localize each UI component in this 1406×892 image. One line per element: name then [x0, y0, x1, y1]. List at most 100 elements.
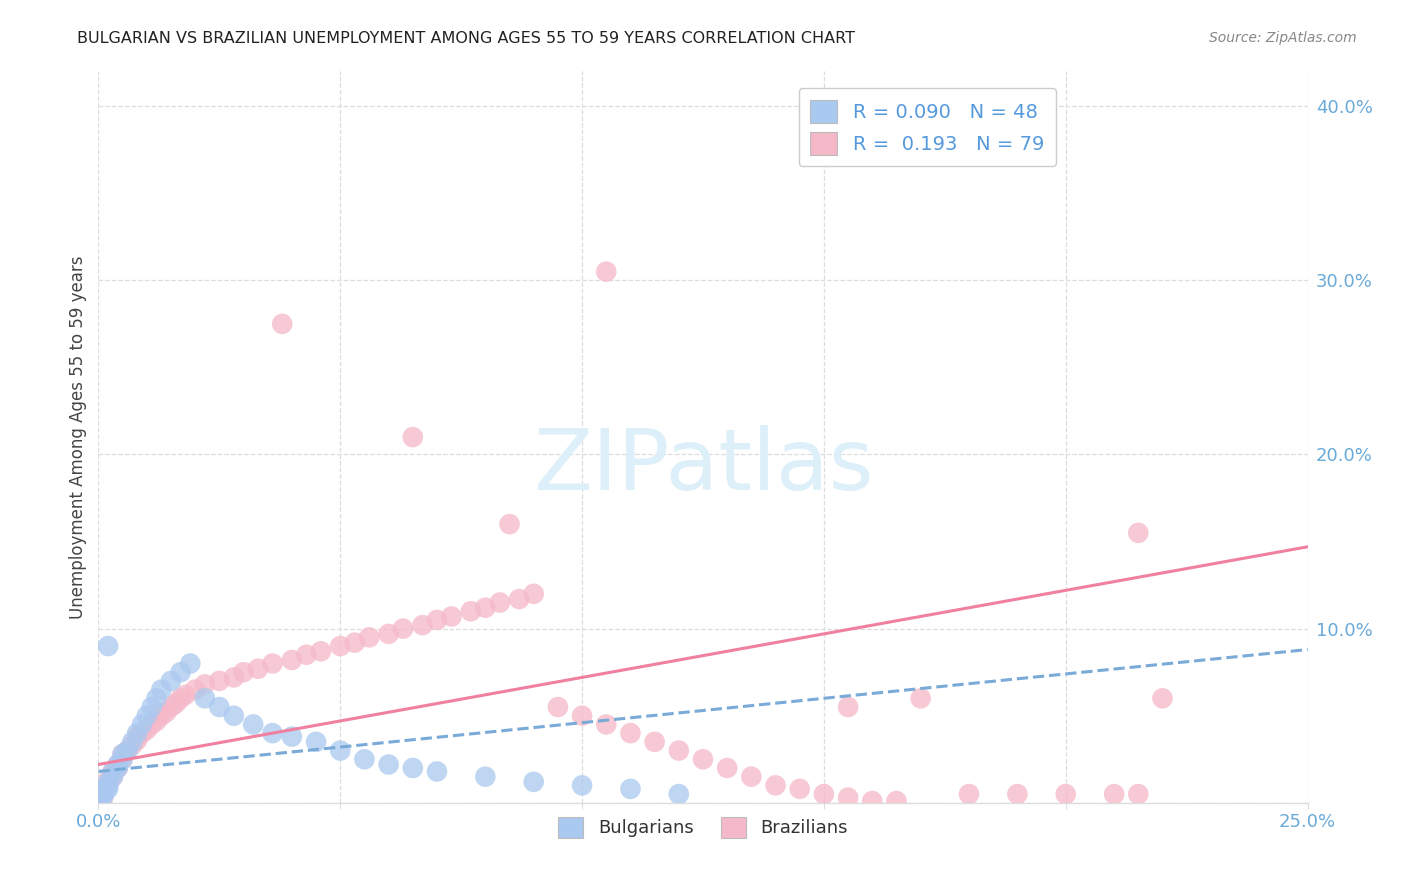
Point — [426, 613, 449, 627]
Point — [107, 757, 129, 772]
Point — [837, 790, 859, 805]
Point — [329, 743, 352, 757]
Point — [295, 648, 318, 662]
Text: BULGARIAN VS BRAZILIAN UNEMPLOYMENT AMONG AGES 55 TO 59 YEARS CORRELATION CHART: BULGARIAN VS BRAZILIAN UNEMPLOYMENT AMON… — [77, 31, 855, 46]
Point — [87, 796, 110, 810]
Point — [135, 723, 157, 737]
Point — [523, 775, 546, 789]
Point — [87, 796, 110, 810]
Point — [141, 717, 163, 731]
Point — [107, 761, 129, 775]
Point — [87, 790, 110, 805]
Point — [91, 783, 114, 797]
Point — [426, 764, 449, 779]
Point — [117, 743, 139, 757]
Point — [242, 717, 264, 731]
Point — [145, 714, 167, 728]
Point — [165, 697, 187, 711]
Point — [194, 691, 217, 706]
Point — [402, 430, 425, 444]
Point — [87, 794, 110, 808]
Point — [141, 700, 163, 714]
Point — [101, 764, 124, 779]
Point — [740, 770, 762, 784]
Point — [309, 644, 332, 658]
Point — [179, 657, 201, 671]
Point — [305, 735, 328, 749]
Point — [353, 752, 375, 766]
Point — [716, 761, 738, 775]
Point — [571, 778, 593, 792]
Point — [107, 761, 129, 775]
Point — [910, 691, 932, 706]
Point — [440, 609, 463, 624]
Point — [222, 670, 245, 684]
Point — [232, 665, 254, 680]
Point — [87, 794, 110, 808]
Point — [837, 700, 859, 714]
Point — [222, 708, 245, 723]
Point — [127, 726, 149, 740]
Point — [121, 739, 143, 753]
Point — [789, 781, 811, 796]
Point — [523, 587, 546, 601]
Point — [281, 653, 304, 667]
Point — [886, 794, 908, 808]
Point — [91, 790, 114, 805]
Point — [87, 792, 110, 806]
Point — [97, 781, 120, 796]
Point — [498, 517, 520, 532]
Point — [281, 730, 304, 744]
Point — [194, 677, 217, 691]
Text: ZIPatlas: ZIPatlas — [533, 425, 873, 508]
Point — [111, 752, 134, 766]
Point — [595, 717, 617, 731]
Point — [474, 600, 496, 615]
Point — [111, 747, 134, 761]
Point — [860, 794, 883, 808]
Point — [813, 787, 835, 801]
Point — [101, 764, 124, 779]
Point — [87, 796, 110, 810]
Point — [377, 627, 399, 641]
Point — [127, 730, 149, 744]
Point — [117, 743, 139, 757]
Point — [131, 726, 153, 740]
Point — [97, 775, 120, 789]
Y-axis label: Unemployment Among Ages 55 to 59 years: Unemployment Among Ages 55 to 59 years — [69, 255, 87, 619]
Point — [91, 787, 114, 801]
Point — [644, 735, 666, 749]
Point — [208, 700, 231, 714]
Point — [571, 708, 593, 723]
Point — [411, 618, 433, 632]
Point — [155, 705, 177, 719]
Point — [184, 682, 207, 697]
Point — [343, 635, 366, 649]
Point — [208, 673, 231, 688]
Point — [101, 770, 124, 784]
Point — [97, 778, 120, 792]
Point — [91, 789, 114, 803]
Point — [377, 757, 399, 772]
Point — [169, 691, 191, 706]
Point — [97, 773, 120, 788]
Point — [1128, 787, 1150, 801]
Point — [619, 726, 641, 740]
Point — [169, 665, 191, 680]
Point — [262, 657, 284, 671]
Point — [97, 639, 120, 653]
Point — [111, 752, 134, 766]
Point — [547, 700, 569, 714]
Point — [1128, 525, 1150, 540]
Point — [107, 757, 129, 772]
Point — [97, 778, 120, 792]
Point — [91, 783, 114, 797]
Point — [247, 662, 270, 676]
Point — [160, 673, 183, 688]
Point — [460, 604, 482, 618]
Legend: Bulgarians, Brazilians: Bulgarians, Brazilians — [551, 810, 855, 845]
Point — [174, 688, 197, 702]
Point — [150, 708, 173, 723]
Point — [160, 700, 183, 714]
Point — [1054, 787, 1077, 801]
